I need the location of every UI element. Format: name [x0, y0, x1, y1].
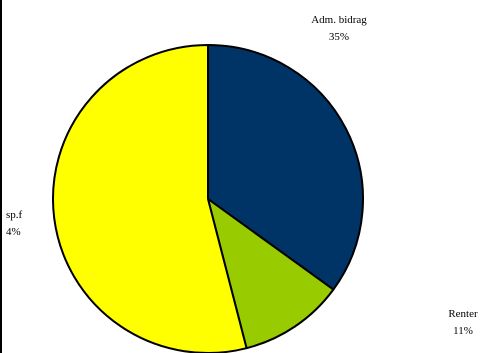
- slice-label-renter: Renter 11%: [438, 306, 488, 340]
- pie-slice-sp-f: [52, 44, 248, 353]
- left-edge-border: [0, 0, 2, 353]
- slice-name-renter: Renter: [448, 308, 478, 320]
- slice-label-adm-bidrag: Adm. bidrag 35%: [289, 12, 389, 46]
- slice-label-sp-f: sp.f 4%: [6, 207, 56, 241]
- slice-percent-adm-bidrag: 35%: [328, 31, 350, 43]
- slice-percent-sp-f: 4%: [6, 226, 21, 238]
- pie-slices: [52, 44, 364, 353]
- slice-name-adm-bidrag: Adm. bidrag: [311, 14, 367, 26]
- slice-percent-renter: 11%: [453, 325, 473, 337]
- slice-name-sp-f: sp.f: [6, 209, 23, 221]
- pie-slice-adm-bidrag: [207, 44, 364, 291]
- pie-slice-renter: [207, 198, 335, 350]
